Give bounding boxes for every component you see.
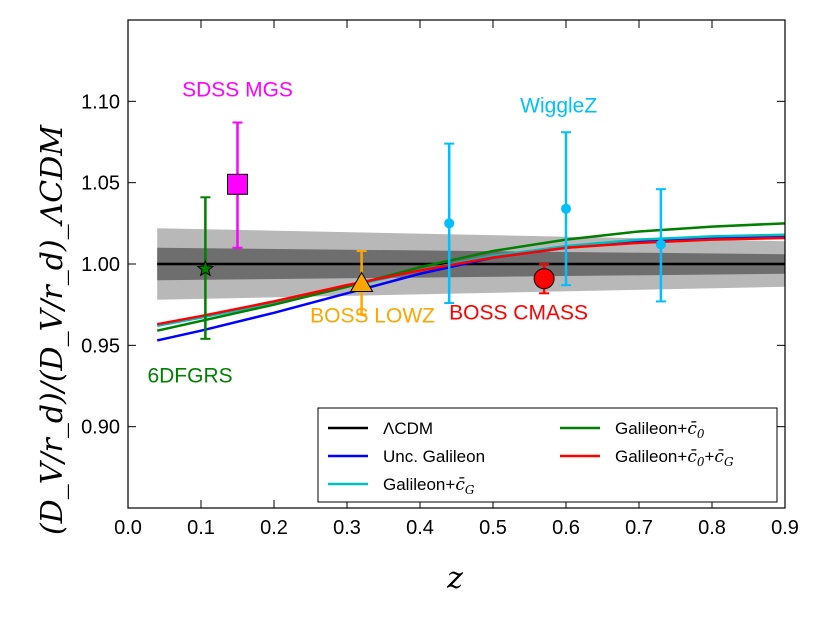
data-point-wigglez-z-0-60	[561, 131, 571, 287]
plot-area	[156, 121, 785, 342]
data-point-boss-lowz	[349, 249, 374, 316]
legend-label-unc-galileon: Unc. Galileon	[383, 447, 485, 466]
legend-label-galileon-c-0-c-g: Galileon+c̄0+c̄G	[615, 447, 734, 469]
legend-item-galileon-c-0: Galileon+c̄0	[560, 419, 705, 441]
x-tick-label: 0.5	[479, 517, 507, 539]
data-point-sdss-mgs	[227, 121, 248, 249]
x-tick-label: 0.1	[187, 517, 215, 539]
marker-sdss-mgs	[227, 173, 248, 195]
data-point-boss-cmass	[533, 263, 555, 295]
y-axis-label-group: (D_V/r_d)/(D_V/r_d)_ΛCDM	[35, 124, 70, 535]
legend: ΛCDM Unc. Galileon Galileon+c̄G Galileon+c̄…	[317, 407, 778, 503]
data-point-wigglez-z-0-44	[444, 142, 455, 305]
x-axis-label: z	[446, 561, 463, 596]
x-tick-label: 0.2	[260, 517, 288, 539]
annotation-boss-cmass: BOSS CMASS	[449, 301, 588, 324]
y-axis-label: (D_V/r_d)/(D_V/r_d)_ΛCDM	[35, 124, 70, 535]
x-tick-label: 0.7	[625, 517, 653, 539]
y-tick-label: 1.00	[81, 254, 120, 276]
x-tick-label: 0.3	[333, 517, 361, 539]
y-tick-label: 0.95	[81, 335, 120, 357]
clipped-layer	[156, 222, 785, 342]
annotation-boss-lowz: BOSS LOWZ	[310, 305, 435, 328]
marker-wigglez-z-0-44	[444, 218, 455, 229]
marker-6dfgrs	[196, 259, 215, 277]
legend-box	[317, 407, 778, 503]
legend-label-galileon-c-g: Galileon+c̄G	[383, 475, 475, 497]
data-point-6dfgrs	[196, 196, 215, 340]
annotations: 6DFGRS SDSS MGS BOSS LOWZ WiggleZ BOSS CMASS	[147, 78, 597, 387]
marker-boss-cmass	[533, 268, 555, 290]
x-tick-label: 0.8	[698, 517, 726, 539]
marker-boss-lowz	[349, 271, 374, 293]
x-tick-label: 0.4	[406, 517, 434, 539]
ticks: 0.0 0.1 0.2 0.3 0.4 0.5 0.6 0.7 0.8 0.9 0.90 0.95 1.…	[81, 20, 799, 539]
series-line-galileon-c-0	[156, 222, 785, 332]
x-tick-label: 0.9	[771, 517, 799, 539]
annotation-wigglez: WiggleZ	[520, 95, 597, 118]
y-tick-label: 0.90	[81, 417, 120, 439]
annotation-6dfgrs: 6DFGRS	[147, 365, 232, 388]
x-tick-label: 0.0	[114, 517, 142, 539]
annotation-sdss-mgs: SDSS MGS	[182, 78, 293, 101]
y-tick-label: 1.05	[81, 173, 120, 195]
series-line-galileon-c-0-c-g	[156, 236, 785, 326]
legend-item-cdm: ΛCDM	[328, 419, 433, 438]
data-point-wigglez-z-0-73	[655, 188, 666, 303]
legend-item-galileon-c-0-c-g: Galileon+c̄0+c̄G	[560, 447, 734, 469]
legend-label-galileon-c-0: Galileon+c̄0	[615, 419, 705, 441]
legend-label-cdm: ΛCDM	[383, 419, 433, 438]
marker-wigglez-z-0-60	[561, 203, 571, 214]
x-tick-label: 0.6	[552, 517, 580, 539]
legend-item-unc-galileon: Unc. Galileon	[328, 447, 485, 466]
marker-wigglez-z-0-73	[655, 239, 666, 250]
y-tick-label: 1.10	[81, 91, 120, 113]
series-line-unc-galileon	[156, 235, 785, 342]
legend-item-galileon-c-g: Galileon+c̄G	[328, 475, 475, 497]
